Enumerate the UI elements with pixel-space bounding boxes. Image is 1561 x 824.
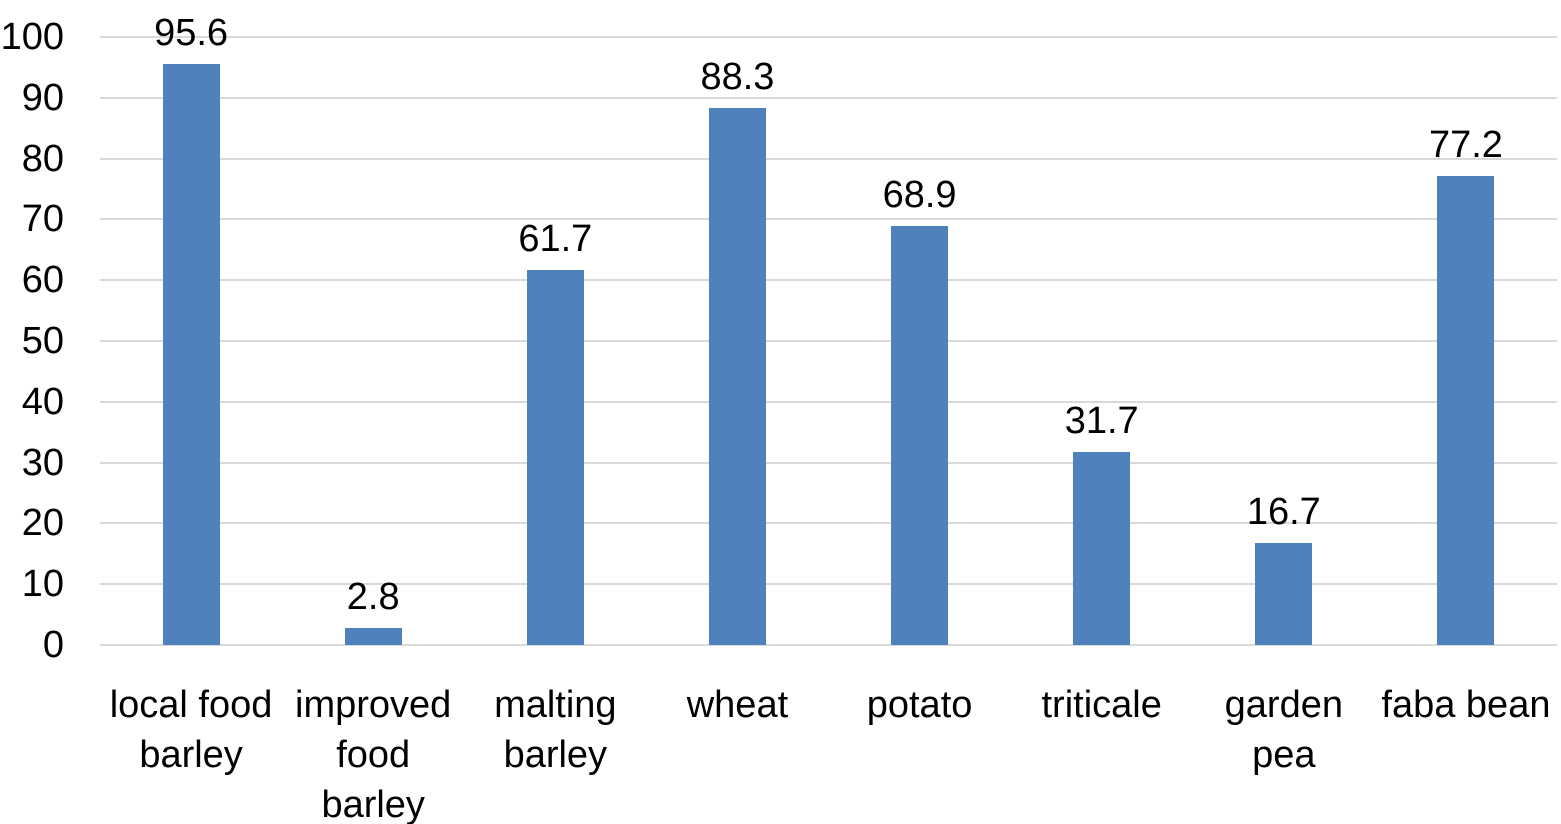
gridline xyxy=(100,461,1557,464)
y-axis-tick-label: 0 xyxy=(42,624,64,666)
gridline xyxy=(100,157,1557,160)
gridline xyxy=(100,36,1557,38)
gridline xyxy=(100,583,1557,586)
x-category-label: garden pea xyxy=(1224,684,1343,776)
gridline xyxy=(100,522,1557,525)
bar-6 xyxy=(1255,543,1313,645)
y-axis-tick-label: 30 xyxy=(21,441,64,484)
x-category-label: malting barley xyxy=(494,684,617,776)
gridline xyxy=(100,340,1557,342)
bar-value-label: 88.3 xyxy=(700,56,775,99)
x-category-label: local food barley xyxy=(109,684,273,776)
plot-area: 95.6 2.8 61.7 88.3 68.9 31.7 16.7 77.2 xyxy=(100,12,1557,646)
bar-0 xyxy=(162,63,220,645)
x-category-label: improved food barley xyxy=(295,684,452,824)
y-axis-tick-label: 60 xyxy=(21,259,64,302)
bar-value-label: 77.2 xyxy=(1428,123,1503,166)
y-axis-tick-label: 50 xyxy=(21,320,64,362)
bar-7 xyxy=(1437,175,1495,645)
bar-value-label: 95.6 xyxy=(154,11,229,54)
bar-1 xyxy=(344,627,402,645)
gridline xyxy=(100,400,1557,403)
y-axis-tick-label: 20 xyxy=(21,502,64,545)
y-axis-tick-label: 10 xyxy=(21,563,64,606)
bar-5 xyxy=(1073,452,1131,645)
gridline xyxy=(100,279,1557,282)
y-axis-tick-label: 100 xyxy=(0,16,64,58)
bar-value-label: 16.7 xyxy=(1246,491,1321,534)
y-axis-tick-label: 70 xyxy=(21,198,64,241)
bar-4 xyxy=(891,226,949,645)
y-axis-tick-label: 40 xyxy=(21,380,64,423)
bar-2 xyxy=(526,269,584,645)
gridline xyxy=(100,644,1557,646)
y-axis-tick-label: 80 xyxy=(21,137,64,180)
x-category-label: triticale xyxy=(1041,684,1162,726)
bar-value-label: 31.7 xyxy=(1064,400,1139,443)
bar-value-label: 61.7 xyxy=(518,217,593,260)
bar-3 xyxy=(708,108,766,645)
gridline xyxy=(100,96,1557,99)
x-category-label: faba bean xyxy=(1381,684,1551,726)
gridline xyxy=(100,218,1557,221)
bar-value-label: 68.9 xyxy=(882,174,957,217)
y-axis-tick-label: 90 xyxy=(21,76,64,119)
bar-value-label: 2.8 xyxy=(346,575,400,618)
x-category-label: wheat xyxy=(686,684,789,726)
x-category-label: potato xyxy=(866,684,973,726)
